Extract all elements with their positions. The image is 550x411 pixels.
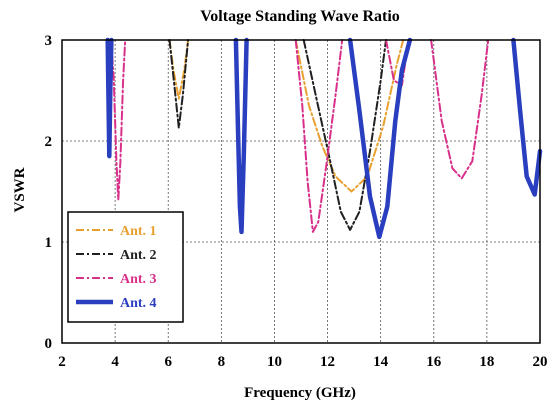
- x-tick-label: 6: [164, 354, 172, 370]
- y-tick-label: 3: [45, 33, 53, 49]
- y-tick-label: 2: [45, 134, 53, 150]
- y-tick-label: 0: [45, 336, 53, 352]
- series-4-curve: [233, 37, 249, 235]
- series-4: [105, 37, 543, 240]
- series-4-curve: [347, 37, 413, 240]
- x-tick-label: 16: [426, 354, 442, 370]
- series-3-curve: [110, 39, 127, 201]
- x-tick-label: 20: [533, 354, 548, 370]
- series-3-curve: [294, 39, 344, 233]
- y-axis-label: VSWR: [12, 167, 28, 212]
- legend: Ant. 1 Ant. 2 Ant. 3 Ant. 4: [67, 211, 184, 323]
- series-lines: [105, 37, 543, 240]
- series-2: [168, 39, 387, 231]
- x-tick-label: 10: [267, 354, 282, 370]
- series-4-curve: [511, 37, 543, 197]
- series-2-curve: [168, 39, 190, 129]
- x-tick-label: 4: [111, 354, 119, 370]
- x-tick-label: 18: [479, 354, 494, 370]
- series-2-curve: [302, 39, 387, 231]
- series-4-curve: [105, 37, 114, 159]
- chart-title: Voltage Standing Wave Ratio: [200, 8, 400, 25]
- y-tick-label: 1: [45, 235, 53, 251]
- legend-label: Ant. 4: [120, 296, 157, 311]
- series-1-curve: [294, 39, 405, 193]
- x-tick-label: 14: [373, 354, 389, 370]
- x-tick-label: 2: [58, 354, 66, 370]
- legend-label: Ant. 1: [120, 224, 157, 239]
- x-tick-label: 12: [320, 354, 335, 370]
- legend-label: Ant. 3: [120, 272, 157, 287]
- series-3: [110, 39, 490, 233]
- x-axis-label: Frequency (GHz): [244, 385, 356, 401]
- x-tick-label: 8: [218, 354, 226, 370]
- series-3-curve: [385, 39, 410, 87]
- legend-label: Ant. 2: [120, 248, 157, 263]
- plot-frame: [61, 39, 541, 344]
- series-3-curve: [430, 39, 490, 180]
